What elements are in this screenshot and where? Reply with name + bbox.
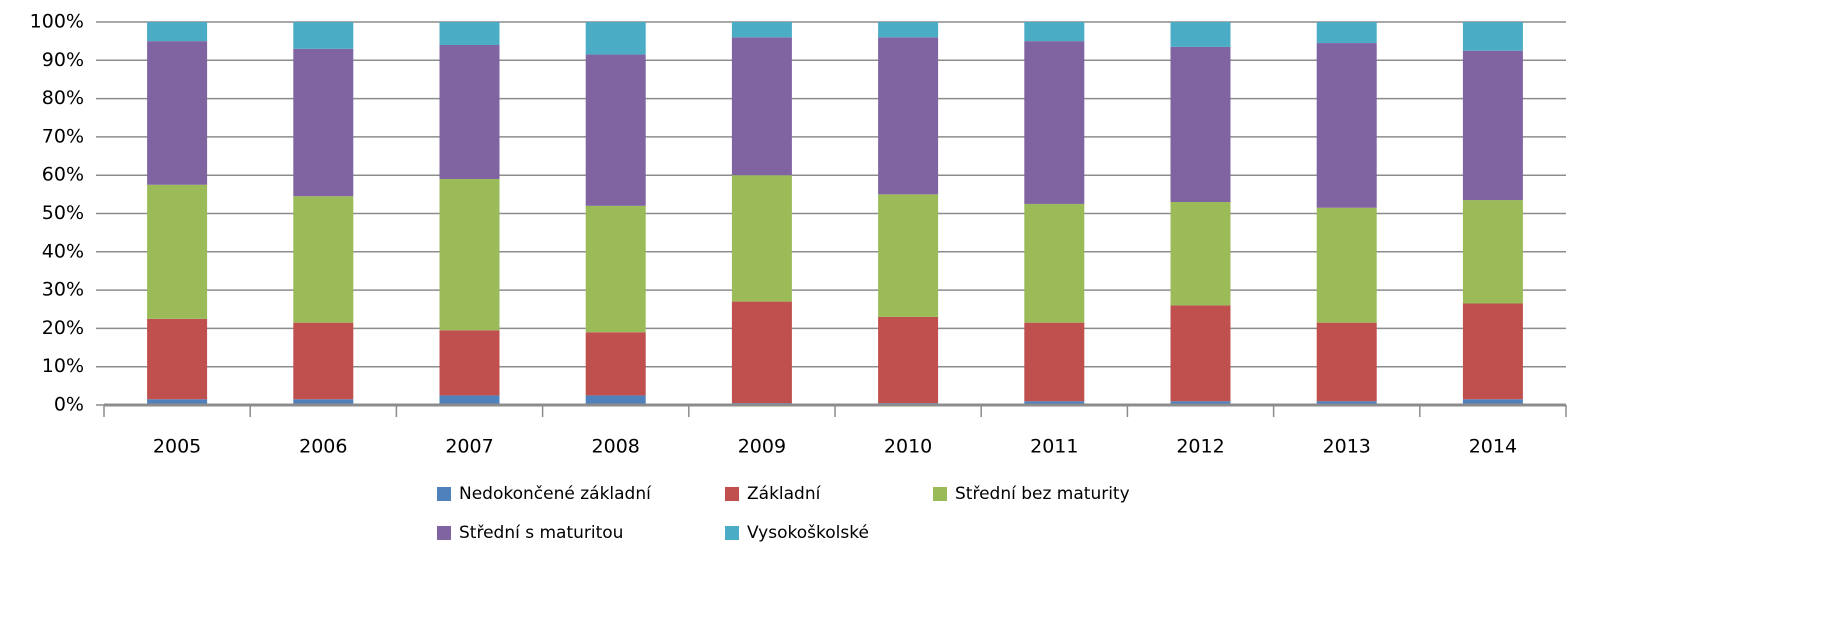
x-tick-label: 2006: [299, 436, 347, 458]
bar-segment: [1170, 305, 1231, 402]
legend-label: Střední s maturitou: [459, 523, 623, 543]
y-tick-label: 10%: [42, 355, 84, 377]
bar-segment: [1462, 399, 1523, 405]
x-tick-label: 2011: [1030, 436, 1078, 458]
bar-segment: [1170, 202, 1231, 306]
y-tick-label: 100%: [30, 11, 84, 33]
bar-segment: [731, 22, 792, 38]
bar-segment: [1170, 401, 1231, 405]
bar-segment: [1316, 401, 1377, 405]
bar-segment: [731, 175, 792, 302]
x-tick-label: 2008: [592, 436, 640, 458]
legend-swatch: [437, 487, 451, 501]
bar-segment: [1170, 46, 1231, 203]
bar-segment: [731, 301, 792, 404]
bar-segment: [147, 41, 208, 185]
bar-segment: [147, 184, 208, 319]
legend-label: Střední bez maturity: [955, 484, 1130, 504]
bar-segment: [439, 179, 500, 331]
bar-segment: [439, 44, 500, 180]
bar-segment: [585, 54, 646, 206]
bar-segment: [293, 48, 354, 197]
bar-segment: [1024, 401, 1085, 405]
y-tick-label: 40%: [42, 240, 84, 262]
bar-segment: [1462, 303, 1523, 400]
bar-segment: [878, 37, 939, 195]
bar-segment: [878, 22, 939, 38]
bar-segment: [1316, 207, 1377, 323]
bar-segment: [439, 330, 500, 396]
x-tick-label: 2014: [1469, 436, 1517, 458]
legend-swatch: [933, 487, 947, 501]
bar-segment: [1024, 41, 1085, 204]
bar-segment: [1316, 43, 1377, 208]
bar-segment: [1316, 322, 1377, 402]
bar-segment: [1170, 22, 1231, 47]
bar-segment: [1462, 200, 1523, 304]
x-tick-label: 2005: [153, 436, 201, 458]
y-tick-label: 70%: [42, 125, 84, 147]
bar-segment: [585, 395, 646, 405]
y-tick-label: 0%: [54, 394, 84, 416]
bar-segment: [147, 399, 208, 405]
bar-segment: [585, 332, 646, 396]
bar-segment: [147, 22, 208, 42]
x-tick-label: 2013: [1323, 436, 1371, 458]
bar-segment: [293, 196, 354, 323]
x-tick-label: 2012: [1176, 436, 1224, 458]
bar-segment: [1024, 322, 1085, 402]
bar-segment: [1024, 22, 1085, 42]
bar-segment: [585, 205, 646, 333]
bar-segment: [1024, 203, 1085, 323]
legend-label: Základní: [747, 484, 822, 504]
x-tick-label: 2009: [738, 436, 786, 458]
y-tick-label: 30%: [42, 279, 84, 301]
y-tick-label: 20%: [42, 317, 84, 339]
x-tick-label: 2010: [884, 436, 932, 458]
y-tick-label: 90%: [42, 49, 84, 71]
y-tick-label: 60%: [42, 164, 84, 186]
legend-swatch: [725, 526, 739, 540]
legend-label: Vysokoškolské: [747, 523, 869, 543]
bar-segment: [439, 22, 500, 45]
y-tick-label: 80%: [42, 87, 84, 109]
bar-segment: [439, 395, 500, 405]
bar-segment: [1462, 50, 1523, 201]
bar-segment: [878, 316, 939, 404]
bar-segment: [293, 399, 354, 405]
bar-segment: [147, 318, 208, 400]
bar-segment: [878, 194, 939, 317]
legend-label: Nedokončené základní: [459, 484, 652, 504]
y-tick-label: 50%: [42, 202, 84, 224]
bar-segment: [585, 22, 646, 55]
bar-segment: [293, 22, 354, 49]
x-tick-label: 2007: [445, 436, 493, 458]
legend-swatch: [437, 526, 451, 540]
legend-swatch: [725, 487, 739, 501]
bar-segment: [1316, 22, 1377, 44]
bar-segment: [1462, 22, 1523, 51]
bar-segment: [293, 322, 354, 400]
bar-segment: [731, 37, 792, 176]
